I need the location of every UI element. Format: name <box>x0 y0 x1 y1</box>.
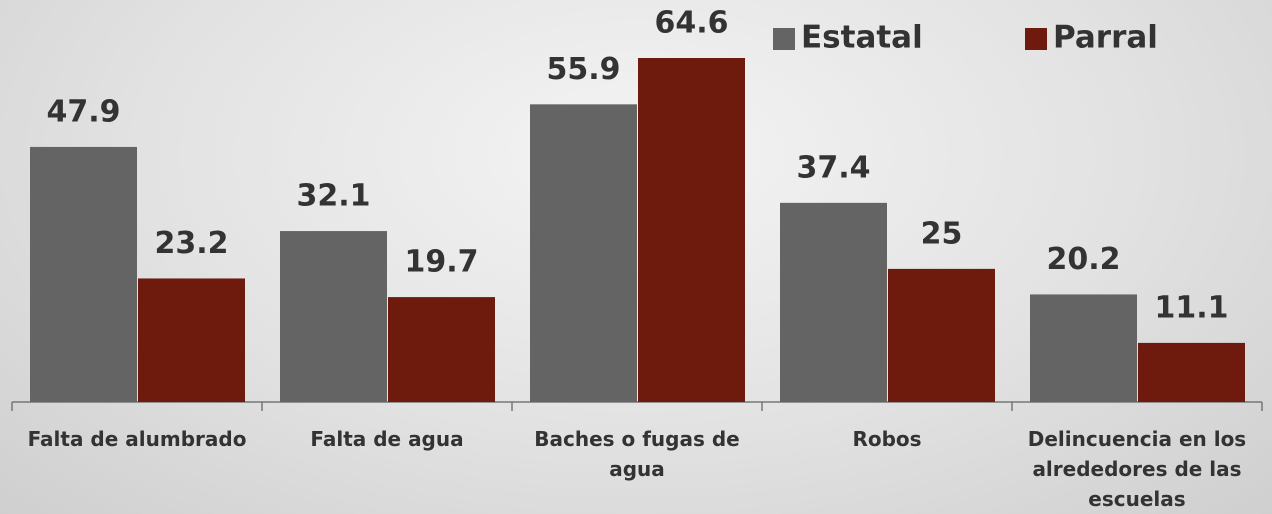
bar <box>780 203 887 402</box>
bar <box>280 231 387 402</box>
legend-label: Estatal <box>801 20 923 56</box>
legend-swatch <box>773 28 795 50</box>
data-label: 20.2 <box>1046 242 1120 277</box>
data-label: 23.2 <box>154 226 228 261</box>
legend-label: Parral <box>1053 20 1158 56</box>
bar <box>388 297 495 402</box>
bar <box>138 278 245 402</box>
data-label: 11.1 <box>1154 290 1228 325</box>
bar <box>1030 294 1137 402</box>
x-tick-label: Falta de alumbrado <box>12 424 262 454</box>
chart: 47.9 23.2 32.1 19.7 55.9 64.6 37.4 25 20.2 11.1 Es… <box>0 0 1272 514</box>
x-tick-label: Robos <box>762 424 1012 454</box>
legend-swatch <box>1025 28 1047 50</box>
bar <box>530 104 637 402</box>
bar <box>888 269 995 402</box>
x-tick-label: Delincuencia en los alrededores de las e… <box>1012 424 1262 514</box>
data-label: 55.9 <box>546 52 620 87</box>
bar <box>30 147 137 402</box>
data-label: 19.7 <box>404 245 478 280</box>
data-label: 25 <box>921 216 963 251</box>
data-label: 37.4 <box>796 150 870 185</box>
bar <box>1138 343 1245 402</box>
data-label: 47.9 <box>46 94 120 129</box>
bar <box>638 58 745 402</box>
x-tick-label: Baches o fugas de agua <box>512 424 762 484</box>
data-label: 32.1 <box>296 179 370 214</box>
x-tick-label: Falta de agua <box>262 424 512 454</box>
data-label: 64.6 <box>654 6 728 41</box>
